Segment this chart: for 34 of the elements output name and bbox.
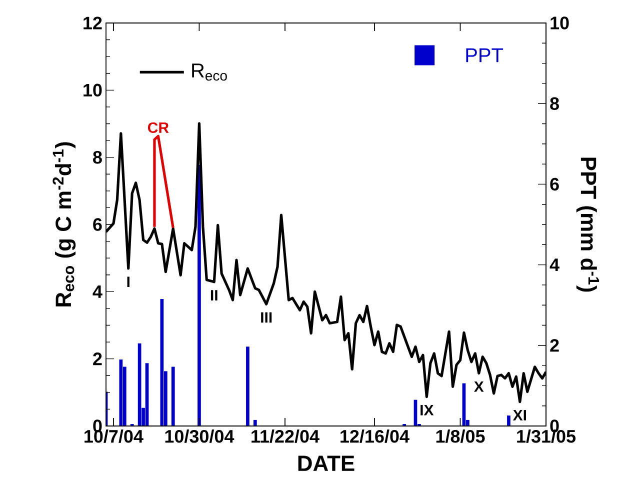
series-label: CR	[148, 122, 169, 133]
y-tick-label: 8	[93, 150, 102, 164]
y-axis-title: R$_{eco}$ (g C m$^{-2}$d$^{-1}$)	[52, 142, 76, 306]
x-tick-label: 1/8/05	[436, 430, 485, 443]
y2-tick-label: 10	[550, 16, 569, 30]
x-tick-label: 12/16/04	[340, 430, 410, 443]
annotation: X	[474, 381, 484, 392]
y2-tick-label: 2	[550, 339, 559, 352]
annotation: IX	[420, 404, 434, 416]
bar	[198, 164, 201, 426]
x-axis-title: DATE	[298, 456, 354, 471]
line-series	[153, 134, 174, 230]
bar	[253, 420, 257, 426]
y-tick-label: 4	[92, 285, 102, 298]
bar	[246, 346, 250, 426]
legend-label: R$_{eco}$	[192, 64, 227, 81]
y2-axis-title: PPT (mm d$^{-1}$)	[576, 158, 600, 292]
y2-tick-label: 8	[550, 97, 559, 110]
bar	[119, 360, 123, 426]
y2-tick-label: 6	[550, 178, 559, 191]
annotation: II	[210, 290, 218, 300]
y-tick-label: 6	[93, 218, 102, 231]
annotation: XI	[512, 410, 526, 420]
y-tick-label: 12	[84, 16, 102, 30]
y-tick-label: 2	[93, 352, 102, 366]
legend-label: PPT	[466, 48, 504, 62]
bar	[171, 366, 175, 426]
x-tick-label: 11/22/04	[252, 430, 320, 443]
bar	[507, 416, 510, 426]
annotation: III	[261, 312, 272, 323]
y-tick-label: 10	[84, 84, 102, 97]
annotation: I	[127, 276, 130, 288]
y2-tick-label: 4	[550, 258, 560, 271]
x-tick-label: 10/30/04	[165, 430, 234, 443]
